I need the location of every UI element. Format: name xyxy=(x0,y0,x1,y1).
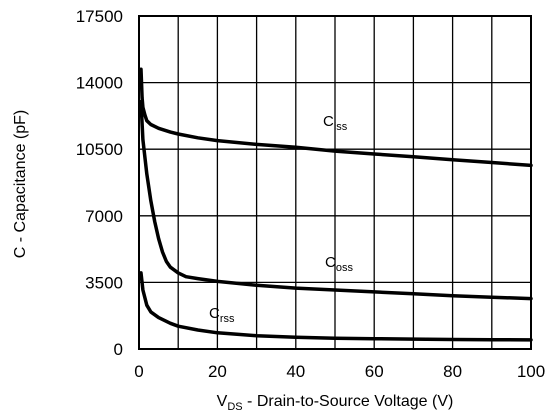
series-label-main: C xyxy=(209,305,220,322)
y-tick-label: 0 xyxy=(114,340,123,359)
series-line-ciss xyxy=(139,67,533,168)
x-tick-label: 0 xyxy=(134,362,143,381)
x-axis-label-main: V xyxy=(217,393,228,410)
x-tick-label: 100 xyxy=(517,362,545,381)
y-axis-label: C - Capacitance (pF) xyxy=(12,110,29,259)
x-tick-label: 40 xyxy=(286,362,305,381)
series-lines xyxy=(139,67,533,342)
series-label-ciss: Ciss xyxy=(323,113,348,133)
x-tick-label: 60 xyxy=(365,362,384,381)
series-label-main: C xyxy=(323,113,334,130)
series-label-subscript: iss xyxy=(334,121,348,133)
series-label-crss: Crss xyxy=(209,305,235,325)
x-tick-label: 80 xyxy=(443,362,462,381)
series-label-main: C xyxy=(325,254,336,271)
x-axis-label-rest: - Drain-to-Source Voltage (V) xyxy=(243,393,454,410)
y-tick-label: 7000 xyxy=(85,207,123,226)
y-tick-label: 10500 xyxy=(76,140,123,159)
series-label-subscript: rss xyxy=(220,313,235,325)
series-label-coss: Coss xyxy=(325,254,353,274)
x-axis-label: VDS - Drain-to-Source Voltage (V) xyxy=(217,393,454,412)
y-tick-label: 3500 xyxy=(85,273,123,292)
x-tick-labels: 0 20 40 60 80 100 xyxy=(134,362,545,381)
x-tick-label: 20 xyxy=(208,362,227,381)
y-tick-label: 14000 xyxy=(76,74,123,93)
series-label-subscript: oss xyxy=(336,262,354,274)
grid-lines xyxy=(139,16,531,349)
y-tick-labels: 0 3500 7000 10500 14000 17500 xyxy=(76,7,123,359)
y-tick-label: 17500 xyxy=(76,7,123,26)
series-line-crss xyxy=(139,271,533,342)
x-axis-label-subscript: DS xyxy=(227,401,242,412)
series-line-coss xyxy=(139,99,533,301)
plot-frame xyxy=(138,15,532,350)
